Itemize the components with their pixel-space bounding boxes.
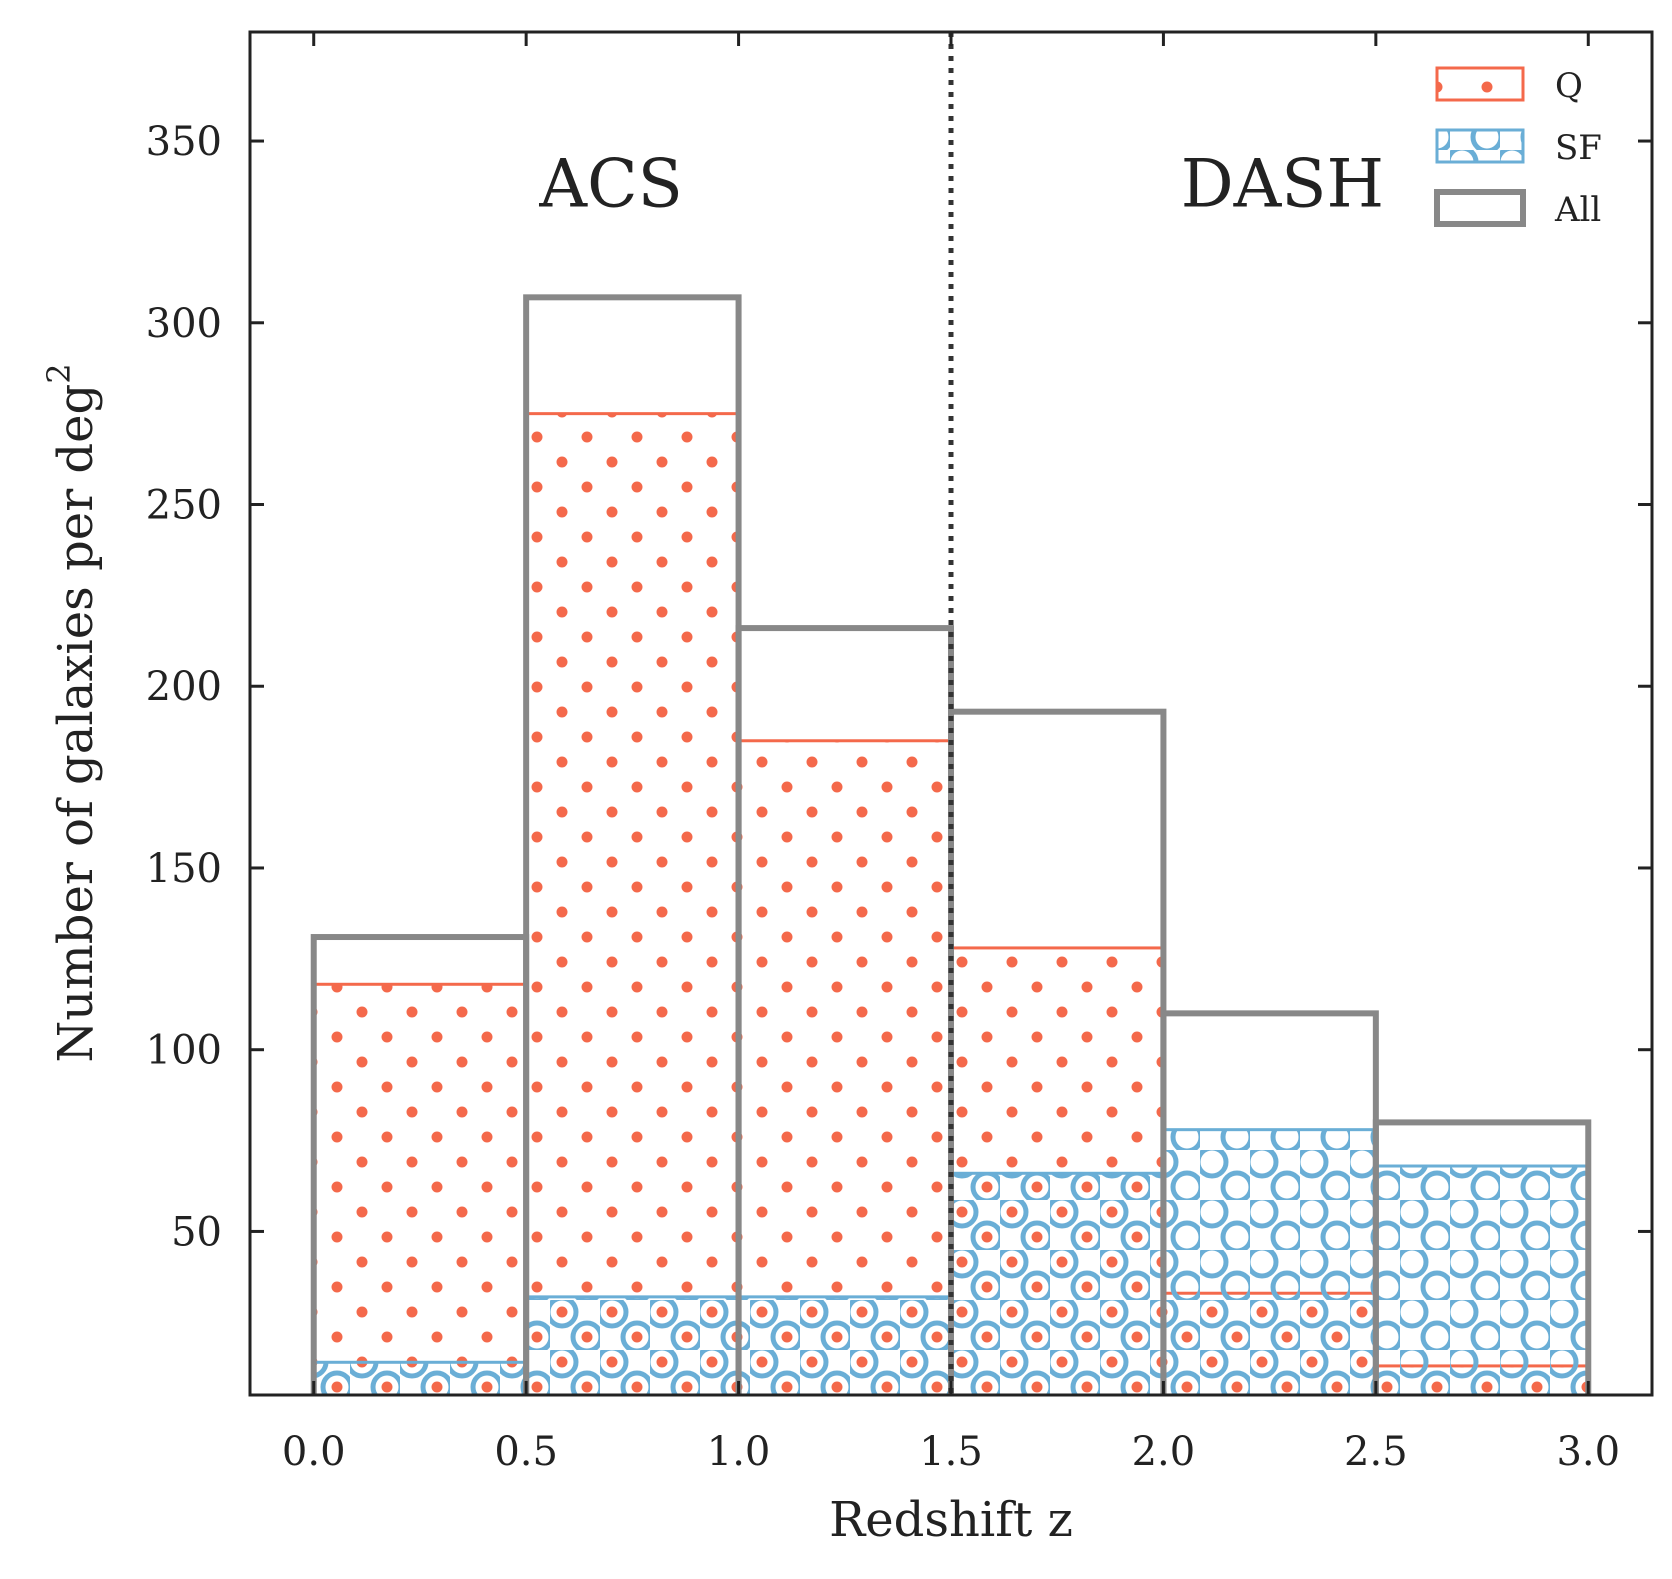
x-axis: 0.0 0.5 1.0 1.5 2.0 2.5 3.0 — [282, 32, 1620, 1475]
legend-swatch-all — [1434, 189, 1526, 227]
y-axis-label-text: Number of galaxies per deg — [48, 384, 104, 1063]
y-tick-label: 250 — [146, 483, 222, 529]
legend-label-sf: SF — [1555, 128, 1602, 168]
q-bar — [312, 982, 528, 1395]
sf-bar — [1374, 1164, 1590, 1395]
x-tick-label: 0.5 — [494, 1429, 558, 1475]
sf-bar — [1161, 1128, 1378, 1395]
all-bar — [1372, 1119, 1592, 1395]
x-tick-label: 3.0 — [1556, 1429, 1620, 1475]
legend-label-all: All — [1554, 190, 1601, 230]
sf-bar — [949, 1171, 1165, 1395]
y-tick-label: 300 — [146, 301, 222, 347]
sf-bar — [524, 1295, 741, 1395]
y-tick-label: 100 — [146, 1028, 222, 1074]
x-tick-label: 1.5 — [919, 1429, 983, 1475]
y-axis-label-superscript: 2 — [40, 363, 78, 383]
x-tick-label: 2.5 — [1344, 1429, 1408, 1475]
region-label-acs: ACS — [538, 145, 682, 222]
y-tick-label: 350 — [146, 119, 222, 165]
y-tick-label: 200 — [146, 664, 222, 710]
legend-swatch-sf — [1435, 128, 1525, 164]
legend-label-q: Q — [1555, 66, 1583, 106]
x-tick-label: 0.0 — [282, 1429, 346, 1475]
x-axis-label: Redshift z — [829, 1492, 1073, 1548]
sf-bar — [737, 1295, 953, 1395]
legend-swatch-q — [1435, 66, 1525, 102]
y-axis: 50 100 150 200 250 300 350 — [146, 119, 1652, 1255]
sf-series — [312, 1128, 1590, 1395]
x-tick-label: 2.0 — [1132, 1429, 1196, 1475]
legend: Q SF All — [1434, 66, 1602, 230]
x-tick-label: 1.0 — [707, 1429, 771, 1475]
y-axis-label: Number of galaxies per deg2 — [40, 363, 104, 1062]
y-tick-label: 150 — [146, 846, 222, 892]
plot-area — [310, 32, 1592, 1395]
y-tick-label: 50 — [171, 1209, 222, 1255]
q-bar — [524, 412, 741, 1395]
region-label-dash: DASH — [1181, 145, 1384, 222]
